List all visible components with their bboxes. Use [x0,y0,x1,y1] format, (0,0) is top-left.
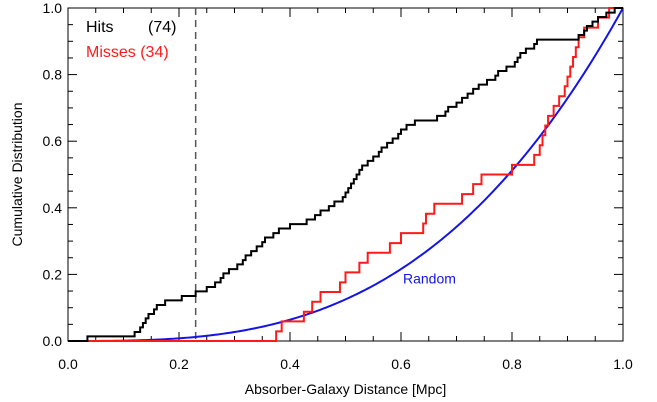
x-tick-label: 0.0 [58,356,78,372]
x-tick-label: 0.2 [169,356,189,372]
y-axis-title: Cumulative Distribution [9,103,25,247]
x-axis-title: Absorber-Galaxy Distance [Mpc] [245,381,447,397]
y-tick-label: 0.8 [43,67,63,83]
random-curve [68,7,624,342]
y-tick-label: 0.6 [43,133,63,149]
random-curve-label: Random [403,270,456,286]
y-tick-label: 0.0 [43,333,63,349]
legend-misses-label: Misses (34) [86,44,169,61]
legend-hits-label: Hits [86,19,114,36]
x-tick-label: 0.8 [502,356,522,372]
y-tick-label: 1.0 [43,0,63,16]
plot-area [68,7,624,342]
axes: 0.0 0.2 0.4 0.6 0.8 1.0 0.0 0.2 0.4 0.6 0.8 1.0 [43,0,633,372]
y-tick-label: 0.2 [43,266,63,282]
x-tick-label: 1.0 [613,356,633,372]
x-tick-label: 0.6 [391,356,411,372]
legend: Hits (74) Misses (34) Random [86,19,456,286]
y-tick-label: 0.4 [43,200,63,216]
misses-step-line [68,7,623,342]
x-tick-label: 0.4 [280,356,300,372]
legend-hits-count: (74) [148,19,176,36]
hits-step-line [68,7,623,342]
